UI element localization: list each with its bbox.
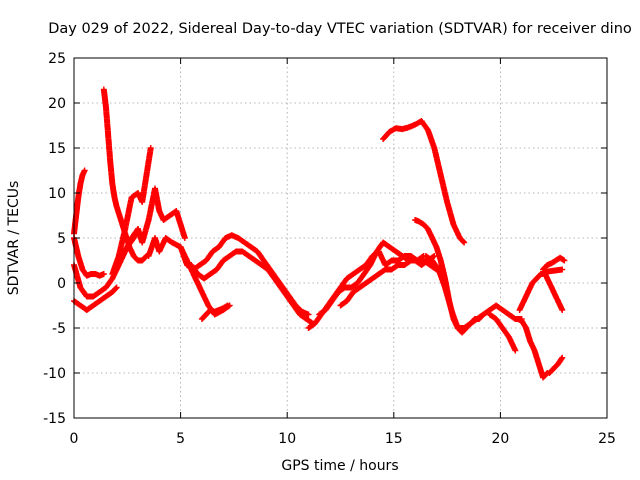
- point-markers: [198, 302, 231, 322]
- tick-labels: 0 5 10 15 20 25 -15 -10 -5 0 5 10 15 20 25: [43, 51, 616, 447]
- x-tick-label: 20: [491, 431, 509, 447]
- point-markers: [422, 253, 525, 331]
- grid-lines: [74, 58, 607, 418]
- x-tick-label: 25: [598, 431, 616, 447]
- series-track-w: [540, 266, 566, 276]
- y-tick-label: 10: [48, 186, 66, 202]
- series-track-r: [486, 311, 519, 354]
- y-tick-label: -5: [52, 321, 66, 337]
- series-track-k: [198, 302, 231, 322]
- series-track-m: [316, 239, 438, 318]
- y-tick-label: -15: [43, 411, 66, 427]
- point-markers: [71, 167, 88, 237]
- series-track-f: [109, 145, 154, 277]
- axis-ticks: [73, 57, 608, 419]
- x-tick-label: 0: [70, 431, 79, 447]
- series-track-g: [124, 185, 188, 250]
- point-markers: [380, 118, 468, 246]
- x-tick-label: 15: [385, 431, 403, 447]
- series-track-q: [422, 253, 525, 331]
- series-track-v: [546, 354, 566, 376]
- y-tick-label: 20: [48, 96, 66, 112]
- point-markers: [514, 316, 551, 381]
- point-markers: [124, 185, 188, 250]
- y-axis-label: SDTVAR / TECUs: [6, 181, 22, 296]
- point-markers: [337, 253, 427, 309]
- y-tick-label: 5: [57, 231, 66, 247]
- chart-title: Day 029 of 2022, Sidereal Day-to-day VTE…: [48, 21, 632, 37]
- point-markers: [516, 271, 566, 313]
- series-track-t: [516, 271, 566, 313]
- point-markers: [188, 248, 316, 327]
- point-markers: [316, 239, 438, 318]
- y-tick-label: 15: [48, 141, 66, 157]
- point-markers: [540, 266, 566, 276]
- y-tick-label: 25: [48, 51, 66, 67]
- series-track-a: [71, 167, 88, 237]
- series-track-j: [188, 248, 316, 327]
- point-markers: [109, 145, 154, 277]
- x-tick-label: 5: [176, 431, 185, 447]
- series-track-o: [380, 118, 468, 246]
- x-axis-label: GPS time / hours: [281, 458, 398, 474]
- y-tick-label: 0: [57, 276, 66, 292]
- series-track-s: [514, 316, 551, 381]
- data-points: [71, 86, 568, 381]
- series-track-n: [337, 253, 427, 309]
- y-tick-label: -10: [43, 366, 66, 382]
- x-tick-label: 10: [278, 431, 296, 447]
- point-markers: [546, 354, 566, 376]
- point-markers: [486, 311, 519, 354]
